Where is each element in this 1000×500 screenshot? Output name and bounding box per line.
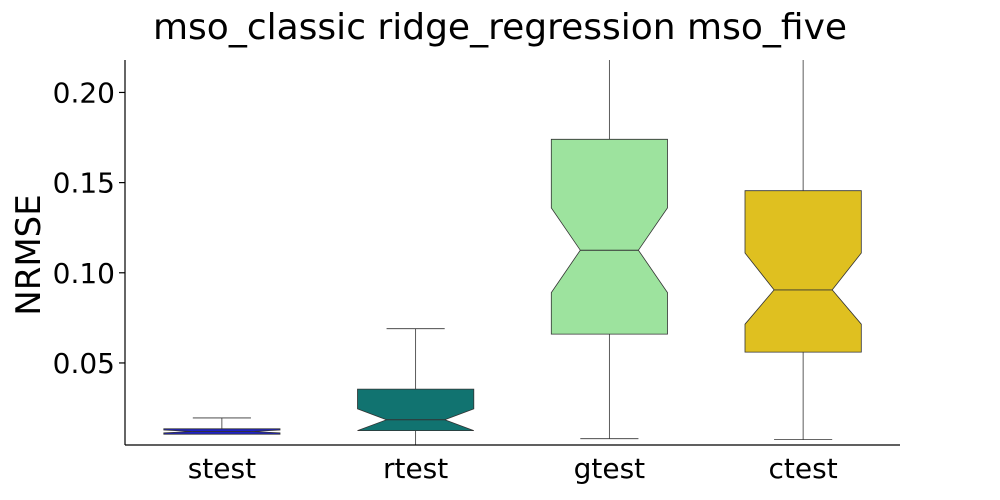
box-ctest xyxy=(744,60,862,440)
x-tick-label-ctest: ctest xyxy=(769,452,838,485)
x-tick-label-gtest: gtest xyxy=(574,452,646,485)
box-body-ctest xyxy=(744,190,862,353)
x-tick-label-rtest: rtest xyxy=(383,452,448,485)
y-ticks: 0.05 0.10 0.15 0.20 xyxy=(53,76,125,380)
y-tick-label: 0.05 xyxy=(53,347,115,380)
plot-area xyxy=(163,60,862,446)
x-ticks: stest rtest gtest ctest xyxy=(188,452,838,485)
box-stest xyxy=(163,417,281,435)
box-rtest xyxy=(357,328,475,446)
y-tick-label: 0.10 xyxy=(53,257,115,290)
y-tick-label: 0.15 xyxy=(53,167,115,200)
y-tick-label: 0.20 xyxy=(53,76,115,109)
chart-title: mso_classic ridge_regression mso_five xyxy=(153,7,847,48)
box-body-gtest xyxy=(550,138,668,335)
box-gtest xyxy=(550,60,668,440)
x-tick-label-stest: stest xyxy=(188,452,256,485)
box-body-rtest xyxy=(357,388,475,432)
y-axis-label: NRMSE xyxy=(9,194,49,315)
